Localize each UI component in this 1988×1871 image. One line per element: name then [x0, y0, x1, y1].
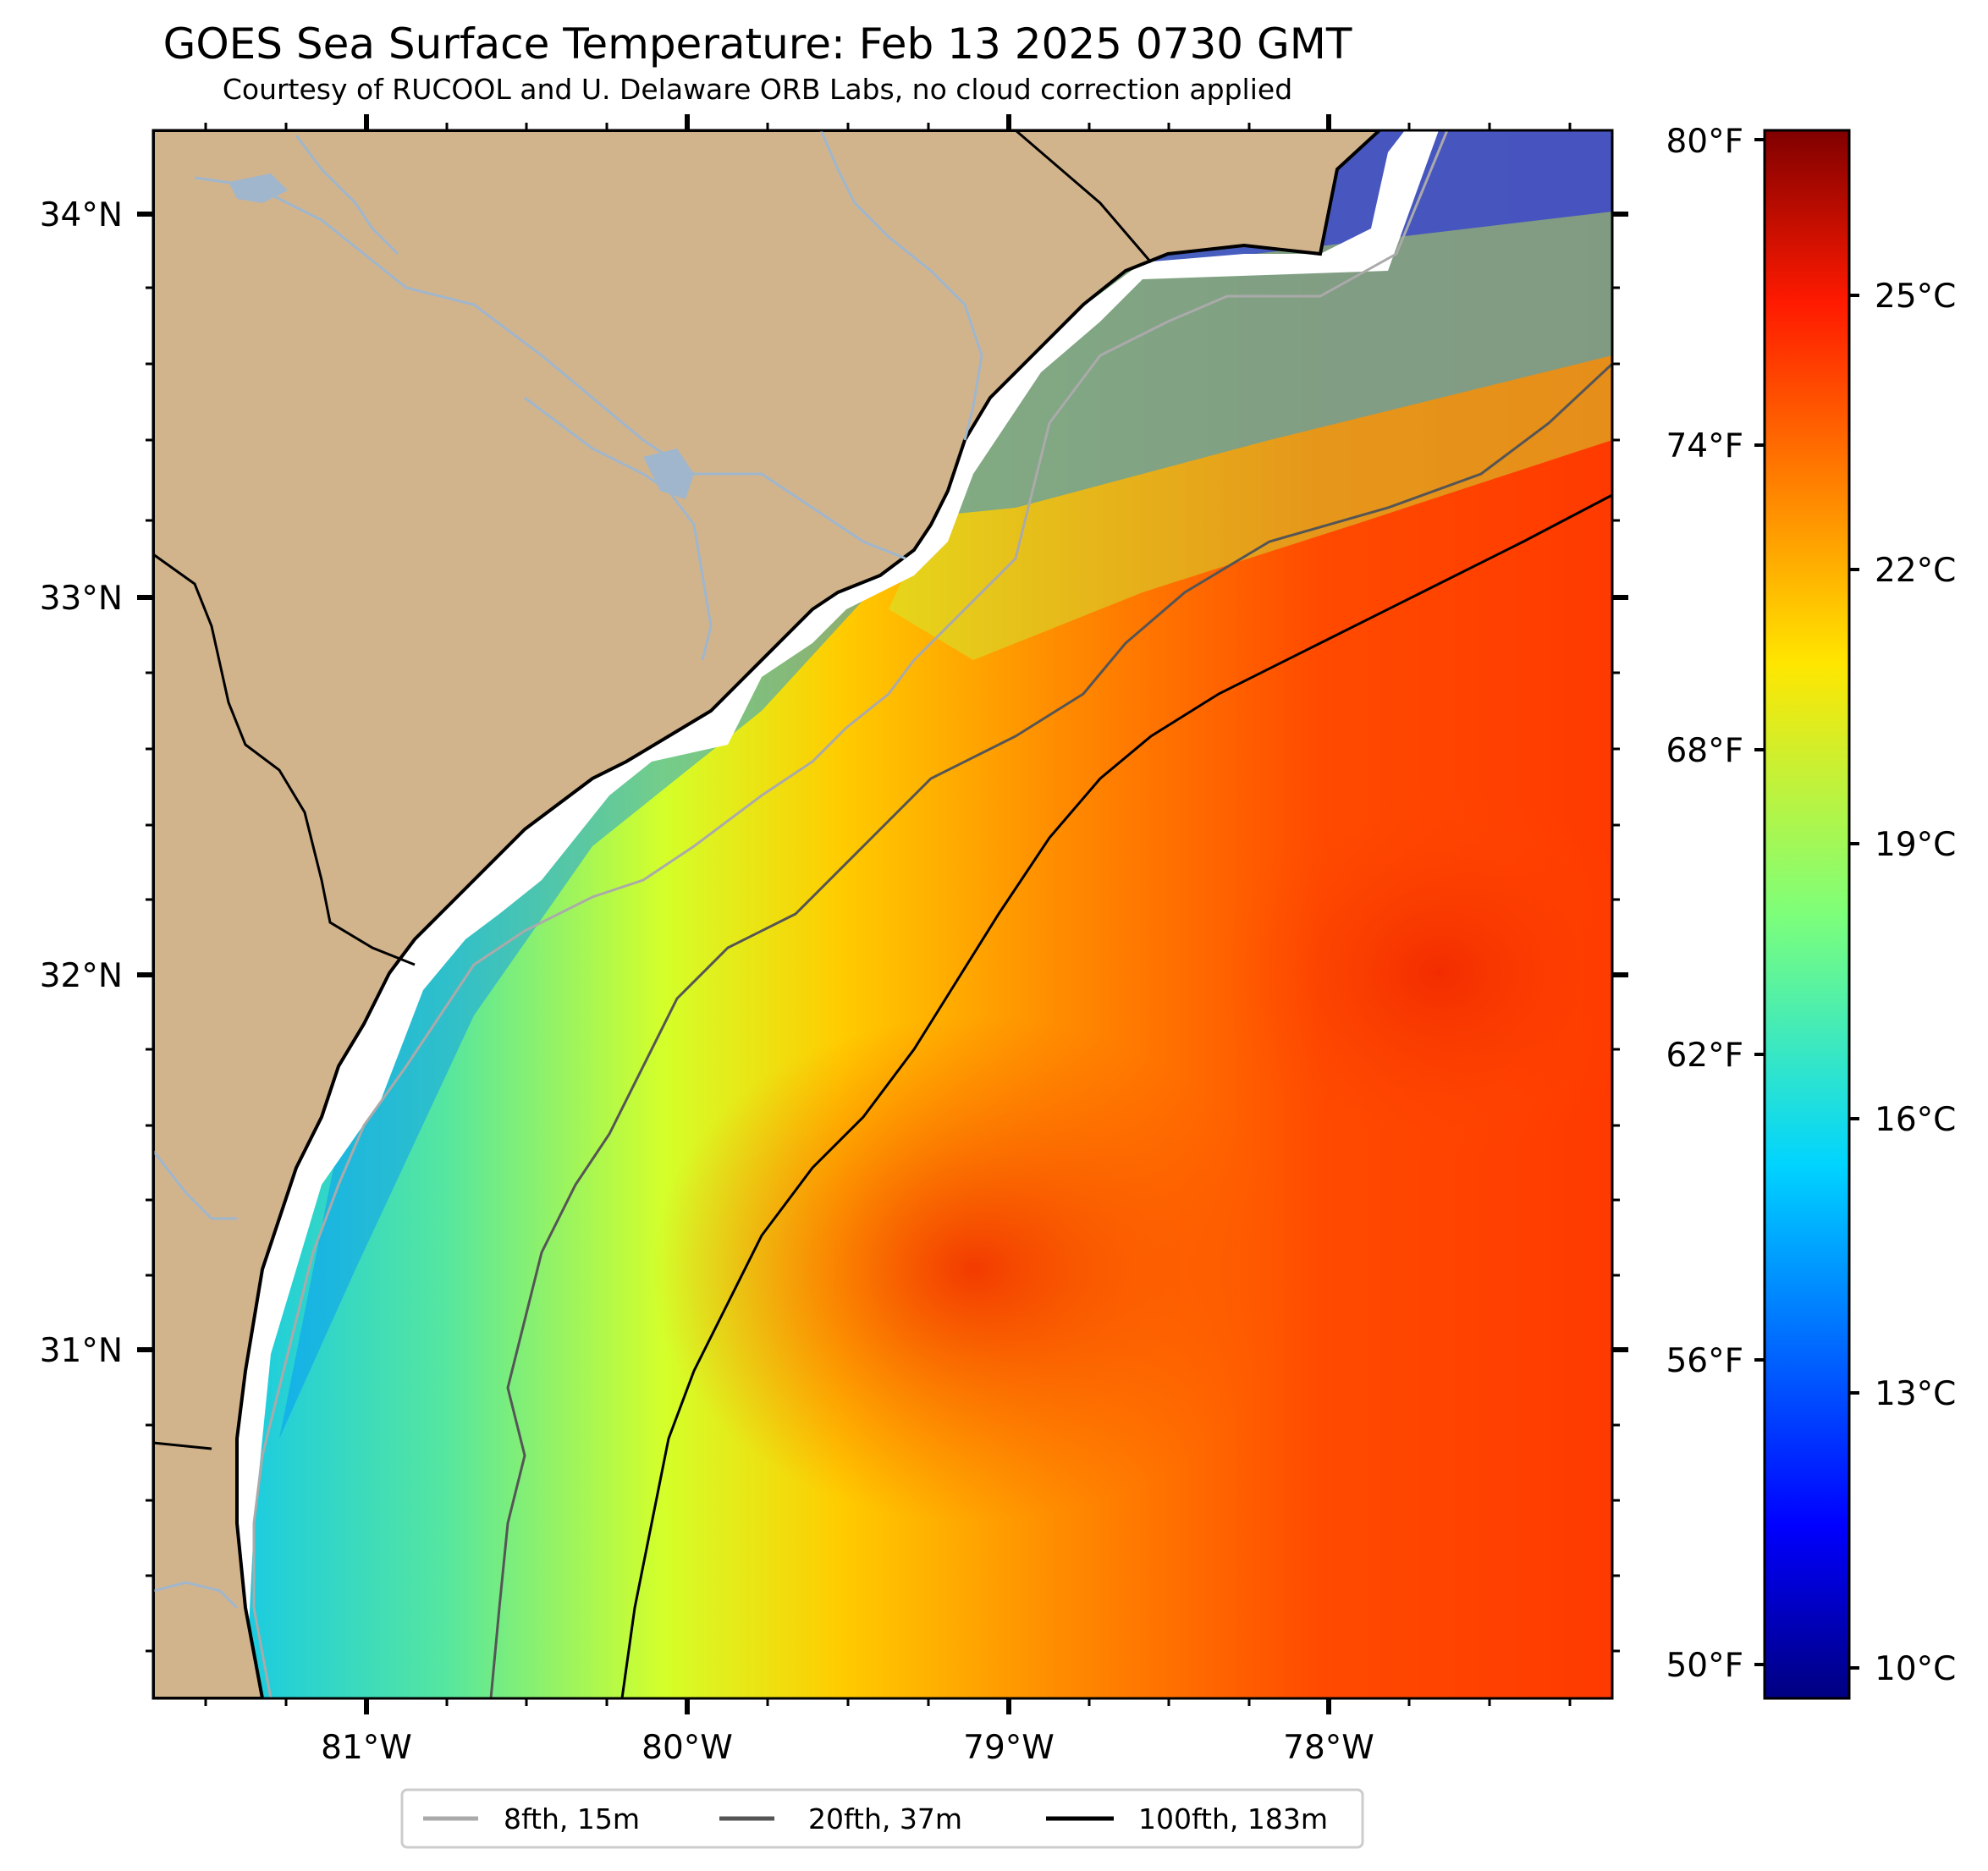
legend-label-20fth: 20fth, 37m [808, 1802, 962, 1835]
celsius-ticks [1849, 294, 1859, 1670]
rivers [153, 130, 983, 1610]
warm-core-gulf-stream [652, 1015, 1295, 1523]
fahrenheit-label-68: 68°F [1666, 732, 1743, 770]
lon-major-ticks [364, 114, 1331, 1714]
map-title: GOES Sea Surface Temperature: Feb 13 202… [162, 19, 1352, 69]
lon-label-79: 79°W [963, 1729, 1055, 1767]
celsius-label-22: 22°C [1875, 552, 1956, 590]
lat-label-34: 34°N [40, 196, 123, 234]
legend-label-8fth: 8fth, 15m [504, 1802, 640, 1835]
minor-ticks [146, 123, 1620, 1706]
celsius-label-25: 25°C [1875, 278, 1956, 316]
lat-major-ticks [137, 212, 1628, 1352]
map-frame [151, 129, 1614, 1700]
celsius-label-10: 10°C [1875, 1650, 1956, 1688]
legend-label-100fth: 100fth, 183m [1138, 1802, 1328, 1835]
legend-box [400, 1788, 1364, 1849]
map-area [153, 130, 1612, 1698]
land-mass [153, 130, 1382, 1698]
celsius-label-19: 19°C [1875, 826, 1956, 864]
fahrenheit-label-80: 80°F [1666, 123, 1743, 161]
fahrenheit-label-50: 50°F [1666, 1647, 1743, 1685]
map-subtitle: Courtesy of RUCOOL and U. Delaware ORB L… [222, 73, 1293, 106]
celsius-label-16: 16°C [1875, 1101, 1956, 1139]
lake-marion [229, 173, 288, 203]
fahrenheit-label-56: 56°F [1666, 1342, 1743, 1380]
warm-core-east [1219, 787, 1612, 1159]
lon-label-81: 81°W [321, 1729, 412, 1767]
lake-moultrie [643, 448, 694, 499]
no-data-coastal-strip [203, 130, 1439, 1698]
lat-label-32: 32°N [40, 957, 123, 995]
lat-label-31: 31°N [40, 1332, 123, 1370]
bathymetry-legend: 8fth, 15m 20fth, 37m 100fth, 183m [400, 1788, 1364, 1849]
celsius-label-13: 13°C [1875, 1375, 1956, 1413]
fahrenheit-ticks [1754, 138, 1765, 1666]
contour-20fth [489, 362, 1612, 1698]
fahrenheit-label-74: 74°F [1666, 427, 1743, 465]
state-borders [153, 130, 1153, 1450]
lon-label-80: 80°W [642, 1729, 733, 1767]
contour-100fth [620, 493, 1612, 1698]
lat-label-33: 33°N [40, 580, 123, 618]
lon-label-78: 78°W [1283, 1729, 1374, 1767]
colorbar [1763, 129, 1851, 1700]
contour-8fth [252, 130, 1449, 1698]
fahrenheit-label-62: 62°F [1666, 1037, 1743, 1075]
